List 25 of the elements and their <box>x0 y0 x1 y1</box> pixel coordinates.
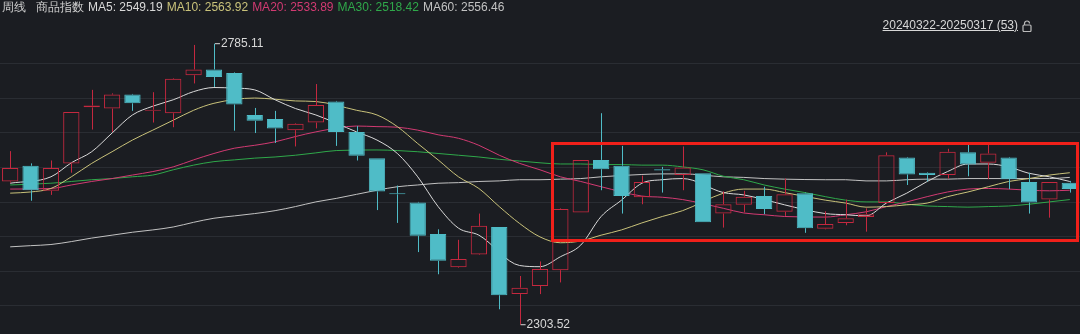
candlestick <box>348 125 365 161</box>
candlestick <box>1020 172 1038 215</box>
candlestick <box>124 94 141 112</box>
text: MA60: 2556.46 <box>422 0 505 14</box>
candlestick <box>429 228 447 275</box>
candlestick <box>328 101 345 147</box>
text: MA5: 2549.19 <box>88 0 163 14</box>
candlestick <box>22 162 39 202</box>
chart-subtitle: 周线 <box>2 0 26 14</box>
chart-title: 商品指数 <box>36 0 84 14</box>
candlestick <box>246 107 263 134</box>
text: MA10: 2563.92 <box>166 0 249 14</box>
annotation: 2785.11 <box>220 36 264 51</box>
candlestick <box>1000 157 1017 190</box>
text: MA30: 2518.42 <box>337 0 419 14</box>
text: 20240322-20250317 (53) <box>882 18 1018 32</box>
candlestick <box>796 193 814 234</box>
candlestick <box>409 202 426 253</box>
candlestick <box>592 112 610 191</box>
candlestick <box>613 145 630 215</box>
text: MA20: 2533.89 <box>252 0 334 14</box>
candlestick <box>266 110 284 144</box>
candlestick <box>226 72 243 132</box>
candlestick <box>491 227 508 310</box>
annotation: 2303.52 <box>526 317 571 332</box>
